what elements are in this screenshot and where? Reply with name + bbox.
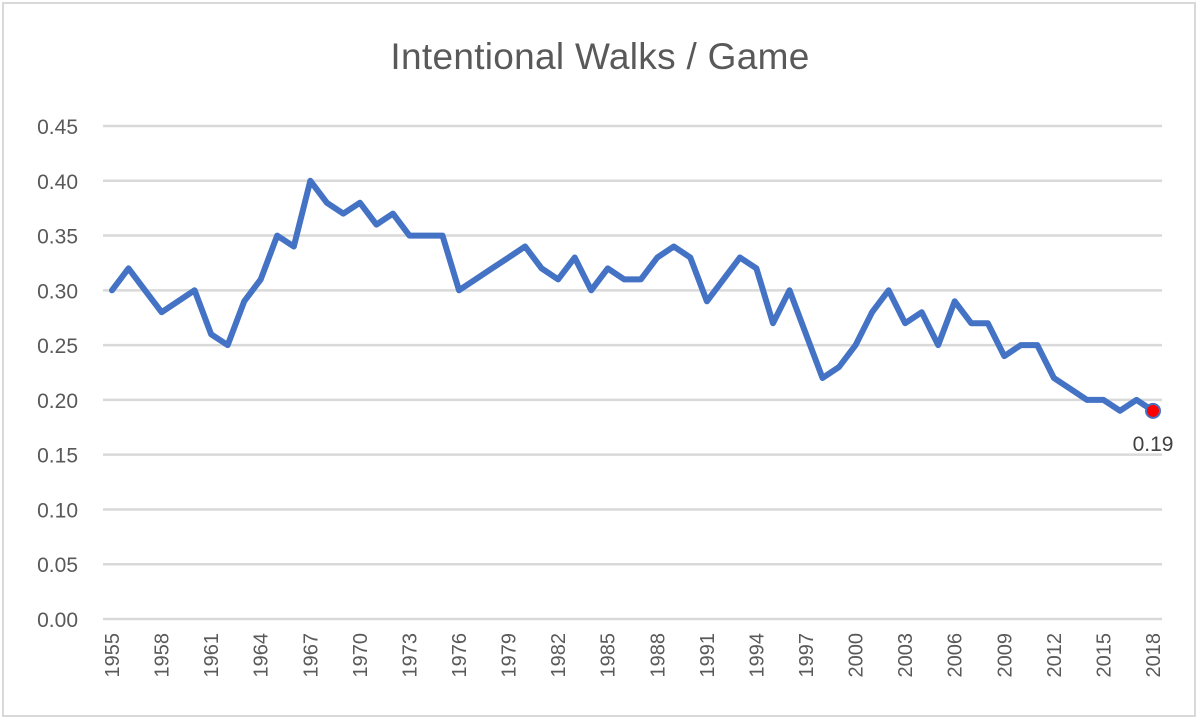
x-tick-label: 1955 [102,633,124,678]
y-tick-label: 0.10 [37,499,78,522]
y-tick-label: 0.00 [37,609,78,632]
x-tick-label: 1964 [251,633,273,678]
x-tick-label: 1997 [796,633,818,678]
x-tick-label: 1979 [499,633,521,678]
chart-title: Intentional Walks / Game [390,36,810,77]
x-tick-label: 1961 [201,633,223,678]
x-tick-label: 1970 [350,633,372,678]
x-tick-label: 2003 [895,633,917,678]
y-tick-label: 0.40 [37,171,78,194]
x-tick-label: 1994 [746,633,768,678]
y-tick-label: 0.05 [37,554,78,577]
x-axis-labels: 1955 1958 1961 1964 1967 1970 1973 1976 1979 1982… [102,633,1165,678]
y-axis-labels: 0.00 0.05 0.10 0.15 0.20 0.25 0.30 0.35 0.40 0.45 [37,116,78,632]
data-label: 0.19 [1133,402,1174,456]
x-tick-label: 2000 [846,633,868,678]
series-line [109,177,1156,414]
x-tick-label: 1976 [449,633,471,678]
x-tick-label: 1973 [399,633,421,678]
x-tick-label: 1982 [548,633,570,678]
x-tick-label: 2006 [945,633,967,678]
highlight-marker [1145,402,1161,419]
x-tick-label: 1988 [647,633,669,678]
x-tick-label: 2012 [1044,633,1066,678]
x-tick-label: 2009 [994,633,1016,678]
gridlines [103,124,1162,621]
y-tick-label: 0.30 [37,280,78,303]
x-tick-label: 2018 [1143,633,1165,678]
y-tick-label: 0.45 [37,116,78,139]
y-tick-label: 0.25 [37,335,78,358]
y-tick-label: 0.15 [37,445,78,468]
y-tick-label: 0.20 [37,390,78,413]
x-tick-label: 1991 [697,633,719,678]
x-tick-label: 2015 [1093,633,1115,678]
data-label-text: 0.19 [1133,433,1174,456]
x-tick-label: 1967 [300,633,322,678]
x-tick-label: 1958 [152,633,174,678]
x-tick-label: 1985 [598,633,620,678]
y-tick-label: 0.35 [37,226,78,249]
